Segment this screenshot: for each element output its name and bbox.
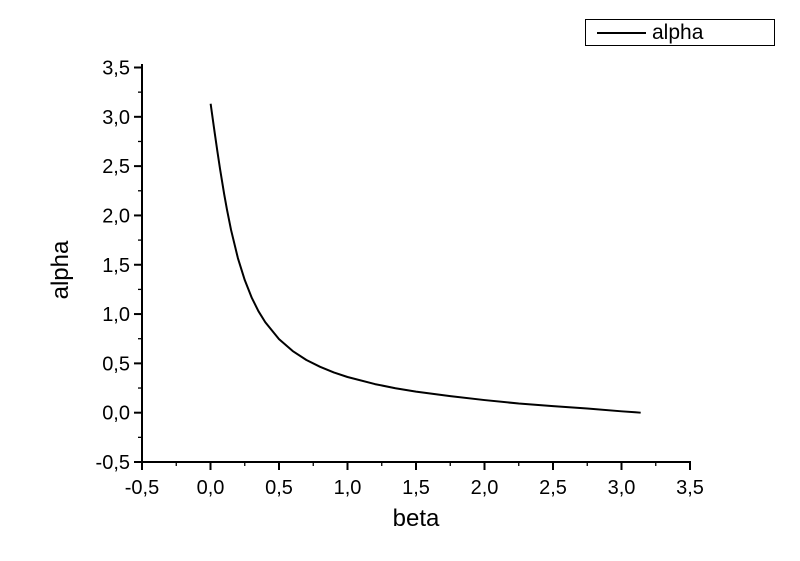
- y-axis-tick-label: 2,0: [102, 205, 130, 227]
- x-axis-tick-label: 0,0: [197, 477, 225, 499]
- y-axis-tick-label: 3,0: [102, 107, 130, 129]
- y-axis-tick-label: 3,5: [102, 58, 130, 80]
- x-axis-tick-label: 2,5: [539, 477, 567, 499]
- y-axis-tick-label: 1,5: [102, 255, 130, 277]
- y-axis-tick-label: 1,0: [102, 304, 130, 326]
- legend-line-sample: [597, 31, 646, 34]
- x-axis-title: beta: [392, 505, 440, 532]
- x-axis-tick-label: 2,0: [471, 477, 499, 499]
- legend-box: alpha: [585, 19, 775, 46]
- x-axis-tick-label: -0,5: [125, 477, 159, 499]
- y-axis-tick-label: -0,5: [96, 452, 130, 474]
- y-axis-title: alpha: [47, 240, 74, 300]
- y-axis-tick-label: 2,5: [102, 156, 130, 178]
- x-axis-tick-label: 3,0: [608, 477, 636, 499]
- y-axis-tick-label: 0,0: [102, 403, 130, 425]
- series-line-alpha: [209, 103, 641, 414]
- x-axis-tick-label: 1,0: [334, 477, 362, 499]
- x-axis-tick-label: 0,5: [265, 477, 293, 499]
- x-axis-tick-label: 1,5: [402, 477, 430, 499]
- y-axis-tick-label: 0,5: [102, 353, 130, 375]
- legend-series-label: alpha: [652, 21, 704, 44]
- x-axis-tick-label: 3,5: [676, 477, 704, 499]
